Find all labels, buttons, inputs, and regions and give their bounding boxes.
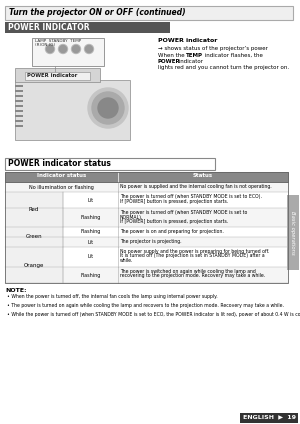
Text: • While the power is turned off (when STANDBY MODE is set to ECO, the POWER indi: • While the power is turned off (when ST… — [7, 312, 300, 317]
Text: POWER indicator: POWER indicator — [158, 38, 217, 43]
Text: Lit: Lit — [87, 198, 94, 203]
Text: The power is switched on again while cooling the lamp and: The power is switched on again while coo… — [120, 269, 256, 274]
Text: → shows status of the projector’s power: → shows status of the projector’s power — [158, 46, 268, 51]
Text: TEMP: TEMP — [186, 53, 203, 58]
Bar — [15, 100, 23, 102]
Bar — [5, 267, 288, 283]
Text: Turn the projector ON or OFF (continued): Turn the projector ON or OFF (continued) — [9, 8, 186, 17]
Bar — [5, 6, 293, 20]
Text: Green: Green — [26, 234, 42, 240]
Text: Flashing: Flashing — [80, 229, 101, 234]
Bar — [15, 115, 23, 117]
Text: • When the power is turned off, the internal fan cools the lamp using internal p: • When the power is turned off, the inte… — [7, 294, 218, 299]
Circle shape — [88, 88, 128, 128]
Bar — [15, 85, 23, 87]
Bar — [15, 120, 23, 122]
Text: while.: while. — [120, 258, 134, 263]
Text: POWER: POWER — [158, 59, 181, 64]
Bar — [15, 105, 23, 107]
Bar — [25, 72, 90, 80]
Text: Basic operations: Basic operations — [290, 211, 296, 254]
Bar — [15, 125, 23, 127]
Text: It is turned off (The projection is set in STANDBY MODE) after a: It is turned off (The projection is set … — [120, 254, 265, 259]
Text: indicator flashes, the: indicator flashes, the — [203, 53, 265, 58]
Text: Orange: Orange — [24, 262, 44, 268]
Bar — [32, 38, 104, 66]
Circle shape — [73, 45, 80, 53]
Bar — [15, 68, 100, 82]
Text: Flashing: Flashing — [80, 273, 101, 277]
Text: Lit: Lit — [87, 254, 94, 259]
Bar — [5, 237, 288, 247]
Circle shape — [71, 45, 80, 53]
Text: LAMP  STANDBY  TEMP: LAMP STANDBY TEMP — [35, 39, 81, 43]
Text: The projector is projecting.: The projector is projecting. — [120, 239, 182, 244]
Circle shape — [59, 45, 67, 53]
Text: recovering to the projection mode. Recovery may take a while.: recovering to the projection mode. Recov… — [120, 273, 265, 279]
Bar — [240, 413, 298, 423]
Circle shape — [98, 98, 118, 118]
Text: If [POWER] button is pressed, projection starts.: If [POWER] button is pressed, projection… — [120, 198, 228, 204]
Text: Lit: Lit — [87, 240, 94, 245]
Bar — [15, 95, 23, 97]
Text: • The power is turned on again while cooling the lamp and recovers to the projec: • The power is turned on again while coo… — [7, 303, 284, 308]
Bar — [5, 208, 288, 227]
Bar — [5, 158, 215, 170]
Text: POWER indicator: POWER indicator — [27, 73, 77, 78]
Text: POWER INDICATOR: POWER INDICATOR — [8, 23, 90, 33]
Bar — [5, 247, 63, 283]
Circle shape — [58, 45, 68, 53]
Bar — [15, 90, 23, 92]
Bar — [5, 227, 63, 247]
Bar — [5, 192, 63, 227]
Text: Red: Red — [29, 207, 39, 212]
Text: The power is turned off (when STANDBY MODE is set to: The power is turned off (when STANDBY MO… — [120, 210, 248, 215]
Text: The power is on and preparing for projection.: The power is on and preparing for projec… — [120, 229, 224, 234]
Text: Indicator status: Indicator status — [37, 173, 86, 178]
Text: No power is supplied and the internal cooling fan is not operating.: No power is supplied and the internal co… — [120, 184, 272, 189]
Text: indicator: indicator — [177, 59, 203, 64]
Text: lights red and you cannot turn the projector on.: lights red and you cannot turn the proje… — [158, 65, 289, 70]
Bar — [287, 195, 299, 270]
Circle shape — [85, 45, 94, 53]
Bar — [15, 80, 130, 140]
Bar — [5, 192, 288, 208]
Bar — [15, 110, 23, 112]
Bar — [5, 172, 288, 283]
Circle shape — [92, 92, 124, 124]
Text: NOTE:: NOTE: — [5, 288, 27, 293]
Text: (R)ON (G): (R)ON (G) — [35, 43, 55, 47]
Circle shape — [46, 45, 55, 53]
Text: No illumination or flashing: No illumination or flashing — [29, 184, 94, 190]
Circle shape — [85, 45, 92, 53]
Bar — [5, 247, 288, 267]
Bar — [5, 22, 170, 33]
Text: When the: When the — [158, 53, 186, 58]
Bar — [5, 227, 288, 237]
Bar — [5, 182, 288, 192]
Text: If [POWER] button is pressed, projection starts.: If [POWER] button is pressed, projection… — [120, 219, 228, 224]
Text: Flashing: Flashing — [80, 215, 101, 220]
Text: The power is turned off (when STANDBY MODE is set to ECO).: The power is turned off (when STANDBY MO… — [120, 194, 262, 199]
Text: Status: Status — [193, 173, 213, 178]
Text: NORMAL).: NORMAL). — [120, 215, 143, 220]
Text: No power supply and the power is preparing for being turned off.: No power supply and the power is prepari… — [120, 249, 269, 254]
Circle shape — [46, 45, 53, 53]
Text: ENGLISH  ▶  19: ENGLISH ▶ 19 — [243, 415, 296, 419]
Text: POWER indicator status: POWER indicator status — [8, 159, 111, 168]
Bar — [5, 172, 288, 182]
